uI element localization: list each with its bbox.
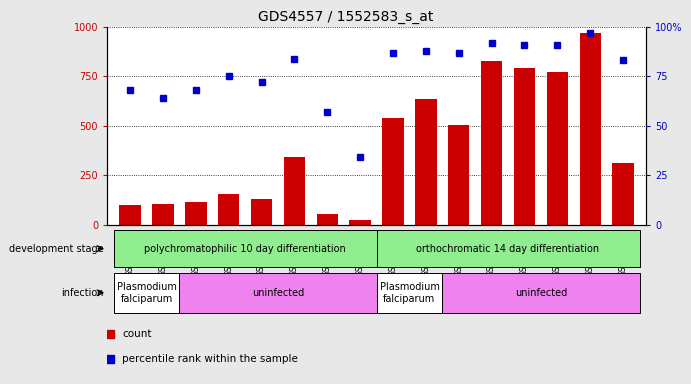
Bar <box>218 194 239 225</box>
Text: count: count <box>122 329 151 339</box>
Bar <box>251 199 272 225</box>
Bar <box>580 33 601 225</box>
Bar <box>120 205 141 225</box>
Bar <box>114 230 377 267</box>
Text: uninfected: uninfected <box>515 288 567 298</box>
Text: orthochromatic 14 day differentiation: orthochromatic 14 day differentiation <box>417 243 600 254</box>
Bar <box>316 214 338 225</box>
Text: Plasmodium
falciparum: Plasmodium falciparum <box>117 282 176 304</box>
Bar <box>448 125 469 225</box>
Text: polychromatophilic 10 day differentiation: polychromatophilic 10 day differentiatio… <box>144 243 346 254</box>
Text: percentile rank within the sample: percentile rank within the sample <box>122 354 298 364</box>
Bar <box>114 273 180 313</box>
Text: GDS4557 / 1552583_s_at: GDS4557 / 1552583_s_at <box>258 10 433 23</box>
Text: Plasmodium
falciparum: Plasmodium falciparum <box>379 282 439 304</box>
Bar <box>612 163 634 225</box>
Bar <box>514 68 535 225</box>
Text: development stage: development stage <box>9 243 104 254</box>
Bar <box>415 99 437 225</box>
Bar <box>481 61 502 225</box>
Bar <box>180 273 377 313</box>
Bar <box>377 273 442 313</box>
Bar <box>350 220 371 225</box>
Bar <box>377 230 639 267</box>
Bar <box>442 273 639 313</box>
Bar <box>185 202 207 225</box>
Bar <box>284 157 305 225</box>
Bar <box>547 72 568 225</box>
Bar <box>382 118 404 225</box>
Text: uninfected: uninfected <box>252 288 304 298</box>
Bar <box>152 204 173 225</box>
Text: infection: infection <box>61 288 104 298</box>
